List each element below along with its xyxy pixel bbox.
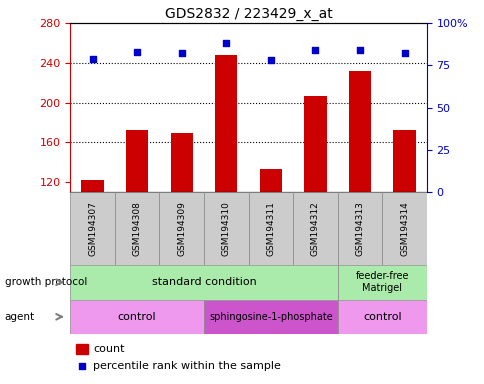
Bar: [259, 169, 281, 192]
Title: GDS2832 / 223429_x_at: GDS2832 / 223429_x_at: [165, 7, 332, 21]
Point: [133, 49, 141, 55]
Bar: [159, 192, 204, 265]
Bar: [348, 71, 370, 192]
Point: [355, 47, 363, 53]
Text: percentile rank within the sample: percentile rank within the sample: [93, 361, 281, 371]
Bar: [292, 192, 337, 265]
Text: GSM194313: GSM194313: [355, 201, 363, 256]
Point: [89, 55, 96, 61]
Text: GSM194307: GSM194307: [88, 201, 97, 256]
Bar: [337, 265, 426, 300]
Text: GSM194309: GSM194309: [177, 201, 186, 256]
Point: [400, 50, 408, 56]
Bar: [303, 96, 326, 192]
Point: [266, 57, 274, 63]
Bar: [393, 131, 415, 192]
Bar: [70, 192, 115, 265]
Text: control: control: [118, 312, 156, 322]
Text: agent: agent: [5, 312, 35, 322]
Bar: [215, 55, 237, 192]
Bar: [337, 192, 381, 265]
Point: [178, 50, 185, 56]
Bar: [204, 192, 248, 265]
Text: GSM194311: GSM194311: [266, 201, 275, 256]
Bar: [70, 300, 204, 334]
Point: [78, 363, 86, 369]
Bar: [81, 180, 104, 192]
Bar: [204, 300, 337, 334]
Text: growth protocol: growth protocol: [5, 277, 87, 287]
Text: count: count: [93, 344, 125, 354]
Bar: [381, 192, 426, 265]
Bar: [76, 344, 88, 354]
Point: [222, 40, 230, 46]
Bar: [126, 131, 148, 192]
Text: control: control: [362, 312, 401, 322]
Text: GSM194312: GSM194312: [310, 201, 319, 256]
Bar: [115, 192, 159, 265]
Text: feeder-free
Matrigel: feeder-free Matrigel: [355, 271, 408, 293]
Bar: [170, 133, 193, 192]
Text: GSM194308: GSM194308: [133, 201, 141, 256]
Bar: [70, 265, 337, 300]
Text: standard condition: standard condition: [151, 277, 256, 287]
Bar: [337, 300, 426, 334]
Bar: [248, 192, 292, 265]
Text: GSM194314: GSM194314: [399, 201, 408, 256]
Text: GSM194310: GSM194310: [221, 201, 230, 256]
Point: [311, 47, 318, 53]
Text: sphingosine-1-phosphate: sphingosine-1-phosphate: [209, 312, 332, 322]
